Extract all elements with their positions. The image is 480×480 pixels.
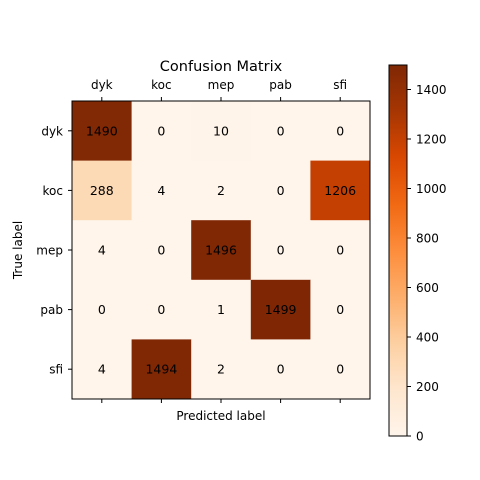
y-tick-label-dyk: dyk [41, 124, 63, 138]
cell-value-label: 0 [336, 302, 344, 317]
cell-value-label: 4 [98, 362, 106, 377]
cell-value-label: 0 [277, 362, 285, 377]
x-tick-label-mep: mep [208, 78, 235, 92]
cell-value-label: 2 [217, 362, 225, 377]
heatmap-cell-mep-mep [191, 220, 252, 281]
y-tick-label-koc: koc [43, 184, 63, 198]
heatmap-cell-pab-pab [250, 279, 311, 340]
colorbar-tick-label: 0 [416, 430, 424, 444]
cell-value-label: 10 [213, 123, 229, 138]
heatmap-cell-sfi-pab [250, 339, 311, 400]
chart-title: Confusion Matrix [160, 59, 283, 75]
cell-value-label: 0 [157, 243, 165, 258]
heatmap-cell-mep-dyk [72, 220, 133, 281]
cell-value-label: 2 [217, 183, 225, 198]
cell-value-label: 0 [336, 123, 344, 138]
cell-value-label: 0 [336, 362, 344, 377]
heatmap-cell-koc-pab [250, 160, 311, 221]
cell-value-label: 0 [157, 123, 165, 138]
heatmap-cell-sfi-koc [131, 339, 192, 400]
heatmap-cell-koc-mep [191, 160, 252, 221]
heatmap-cell-koc-dyk [72, 160, 133, 221]
heatmap-cell-dyk-dyk [72, 101, 133, 162]
cell-value-label: 0 [157, 302, 165, 317]
heatmap-cell-pab-koc [131, 279, 192, 340]
y-axis-ticks: dyk koc mep pab sfi [36, 124, 72, 377]
x-tick-label-sfi: sfi [333, 78, 347, 92]
colorbar-tick-label: 1400 [416, 83, 447, 97]
y-tick-label-mep: mep [36, 244, 63, 258]
colorbar [388, 64, 408, 437]
cell-value-label: 1490 [86, 123, 118, 138]
heatmap-cell-dyk-mep [191, 101, 252, 162]
heatmap-cell-pab-sfi [310, 279, 371, 340]
cell-value-label: 0 [98, 302, 106, 317]
heatmap-cell-dyk-sfi [310, 101, 371, 162]
heatmap-cell-mep-sfi [310, 220, 371, 281]
colorbar-tick-label: 400 [416, 331, 439, 345]
heatmap-cell-pab-dyk [72, 279, 133, 340]
heatmap-cell-labels: 1490 0 10 0 0 288 4 2 0 1206 4 0 1496 0 0 0 0 1 1499 0 4 1494… [86, 123, 356, 376]
cell-value-label: 0 [277, 123, 285, 138]
heatmap-cell-koc-koc [131, 160, 192, 221]
heatmap-cell-dyk-koc [131, 101, 192, 162]
cell-value-label: 0 [277, 243, 285, 258]
heatmap-cell-dyk-pab [250, 101, 311, 162]
colorbar-tick-label: 800 [416, 232, 439, 246]
heatmap-cell-sfi-sfi [310, 339, 371, 400]
heatmap-cell-sfi-dyk [72, 339, 133, 400]
heatmap-cell-koc-sfi [310, 160, 371, 221]
cell-value-label: 1494 [145, 362, 177, 377]
colorbar-tick-label: 1200 [416, 133, 447, 147]
cell-value-label: 0 [277, 183, 285, 198]
colorbar-tick-label: 600 [416, 281, 439, 295]
heatmap-cell-pab-mep [191, 279, 252, 340]
cell-value-label: 4 [98, 243, 106, 258]
y-axis-label: True label [11, 221, 25, 280]
heatmap-cell-mep-koc [131, 220, 192, 281]
cell-value-label: 1496 [205, 243, 237, 258]
colorbar-ticks: 0 200 400 600 800 1000 1200 1400 [407, 83, 447, 444]
heatmap-cell-sfi-mep [191, 339, 252, 400]
colorbar-tick-label: 200 [416, 380, 439, 394]
x-tick-label-koc: koc [151, 78, 171, 92]
cell-value-label: 288 [90, 183, 114, 198]
cell-value-label: 1206 [324, 183, 356, 198]
cell-value-label: 1 [217, 302, 225, 317]
cell-value-label: 1499 [265, 302, 297, 317]
heatmap-cell-mep-pab [250, 220, 311, 281]
x-axis-ticks: dyk koc mep pab sfi [91, 78, 347, 403]
cell-value-label: 0 [336, 243, 344, 258]
heatmap-cells [72, 101, 371, 400]
y-tick-label-pab: pab [40, 303, 63, 317]
colorbar-tick-label: 1000 [416, 182, 447, 196]
x-tick-label-dyk: dyk [91, 78, 113, 92]
cell-value-label: 4 [157, 183, 165, 198]
x-tick-label-pab: pab [269, 78, 292, 92]
x-axis-label: Predicted label [176, 409, 265, 423]
y-tick-label-sfi: sfi [49, 363, 63, 377]
